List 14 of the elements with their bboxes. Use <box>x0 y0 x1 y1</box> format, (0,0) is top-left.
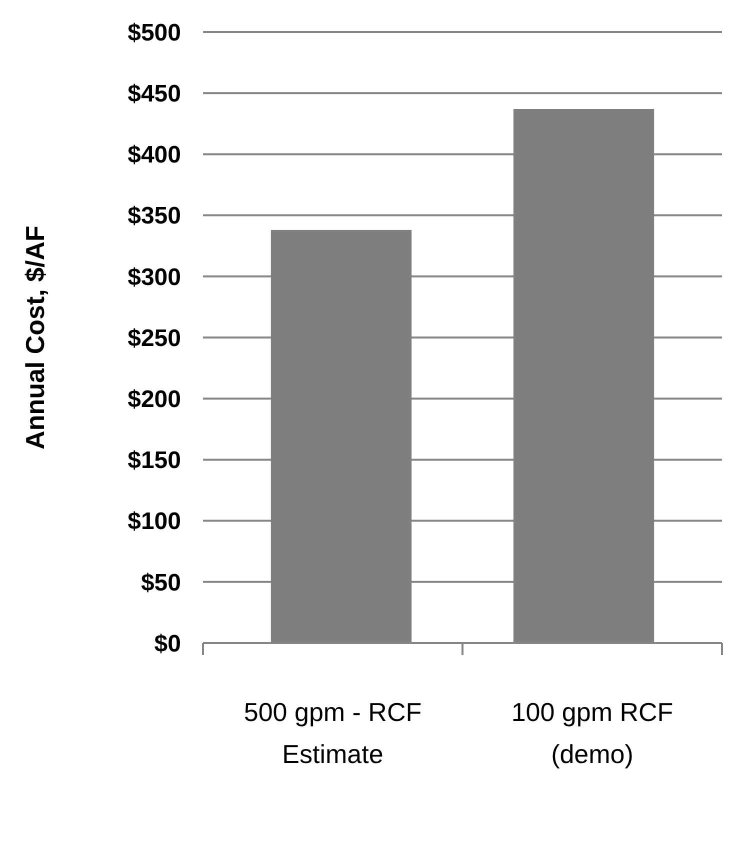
y-tick-label: $500 <box>128 19 181 46</box>
x-tick-label: 500 gpm - RCF Estimate <box>244 697 422 769</box>
y-tick-label: $400 <box>128 142 181 169</box>
x-tick-label: 100 gpm RCF (demo) <box>511 697 674 769</box>
y-tick-label: $450 <box>128 80 181 108</box>
y-tick-label: $0 <box>154 630 181 658</box>
y-tick-label: $350 <box>128 202 181 230</box>
y-tick-label: $250 <box>128 324 181 352</box>
y-axis-title: Annual Cost, $/AF <box>20 226 50 450</box>
y-tick-label: $100 <box>128 508 181 536</box>
y-tick-label: $150 <box>128 447 181 474</box>
y-tick-label: $300 <box>128 264 181 291</box>
y-tick-label: $200 <box>128 386 181 413</box>
y-tick-label: $50 <box>140 569 181 596</box>
